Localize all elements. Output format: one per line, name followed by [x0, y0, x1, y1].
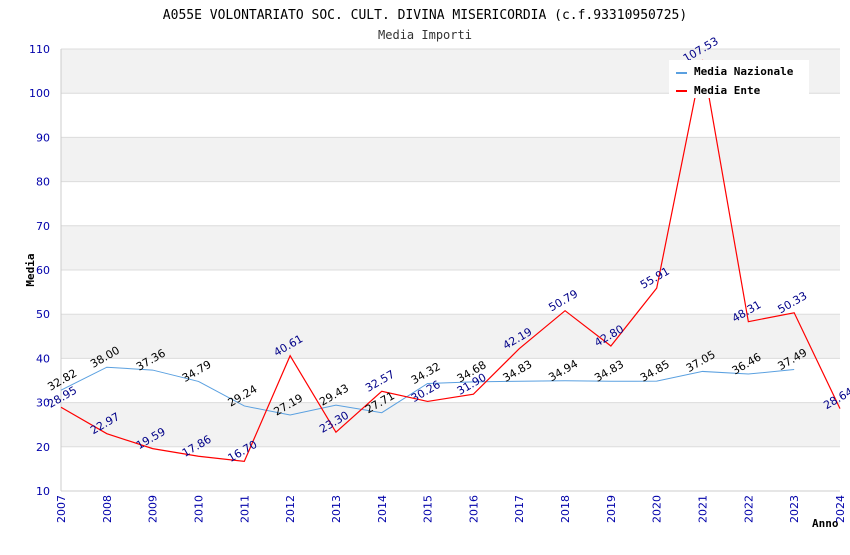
y-axis-label: Media [24, 253, 37, 286]
y-tick-label: 10 [36, 485, 50, 498]
chart-title: A055E VOLONTARIATO SOC. CULT. DIVINA MIS… [163, 8, 687, 23]
y-tick-label: 20 [36, 441, 50, 454]
x-tick-label: 2009 [147, 495, 160, 523]
y-axis-ticks: 10 20 30 40 50 60 70 80 90 100 110 [29, 43, 50, 498]
y-tick-label: 80 [36, 176, 50, 189]
y-tick-label: 50 [36, 308, 50, 321]
legend: Media Nazionale Media Ente [669, 60, 809, 98]
y-tick-label: 70 [36, 220, 50, 233]
x-tick-label: 2018 [559, 495, 572, 523]
y-tick-label: 40 [36, 352, 50, 365]
x-axis-label: Anno [812, 517, 839, 530]
x-tick-label: 2019 [605, 495, 618, 523]
x-tick-label: 2022 [742, 495, 755, 523]
plot-band [61, 446, 840, 491]
gridlines [60, 48, 840, 492]
y-tick-label: 90 [36, 131, 50, 144]
x-tick-label: 2012 [284, 495, 297, 523]
y-tick-label: 60 [36, 264, 50, 277]
x-tick-label: 2015 [422, 495, 435, 523]
x-tick-label: 2017 [513, 495, 526, 523]
x-tick-label: 2024 [834, 495, 847, 523]
x-tick-label: 2008 [101, 495, 114, 523]
chart-subtitle: Media Importi [378, 28, 472, 42]
plot-band [61, 93, 840, 138]
y-tick-label: 100 [29, 87, 50, 100]
series-lines [60, 59, 841, 463]
legend-label-media-nazionale: Media Nazionale [694, 65, 794, 78]
x-tick-label: 2020 [651, 495, 664, 523]
x-tick-label: 2013 [330, 495, 343, 523]
plot-band [61, 270, 840, 315]
x-tick-label: 2007 [55, 495, 68, 523]
plot-band [61, 314, 840, 359]
legend-box [669, 60, 809, 98]
x-axis-ticks: 2007 2008 2009 2010 2011 2012 2013 2014 2015 2016… [55, 495, 847, 523]
series-line-media-nazionale [60, 366, 795, 416]
y-tick-label: 30 [36, 397, 50, 410]
plot-band [61, 225, 840, 270]
x-tick-label: 2014 [376, 495, 389, 523]
x-tick-label: 2011 [238, 495, 251, 523]
plot-band [61, 402, 840, 447]
x-tick-label: 2010 [192, 495, 205, 523]
x-tick-label: 2023 [788, 495, 801, 523]
legend-label-media-ente: Media Ente [694, 84, 761, 97]
series-line-media-ente [60, 59, 841, 463]
plot-band [61, 137, 840, 182]
plot-band [61, 358, 840, 403]
x-tick-label: 2021 [697, 495, 710, 523]
y-tick-label: 110 [29, 43, 50, 56]
x-tick-label: 2016 [467, 495, 480, 523]
plot-band [61, 181, 840, 226]
